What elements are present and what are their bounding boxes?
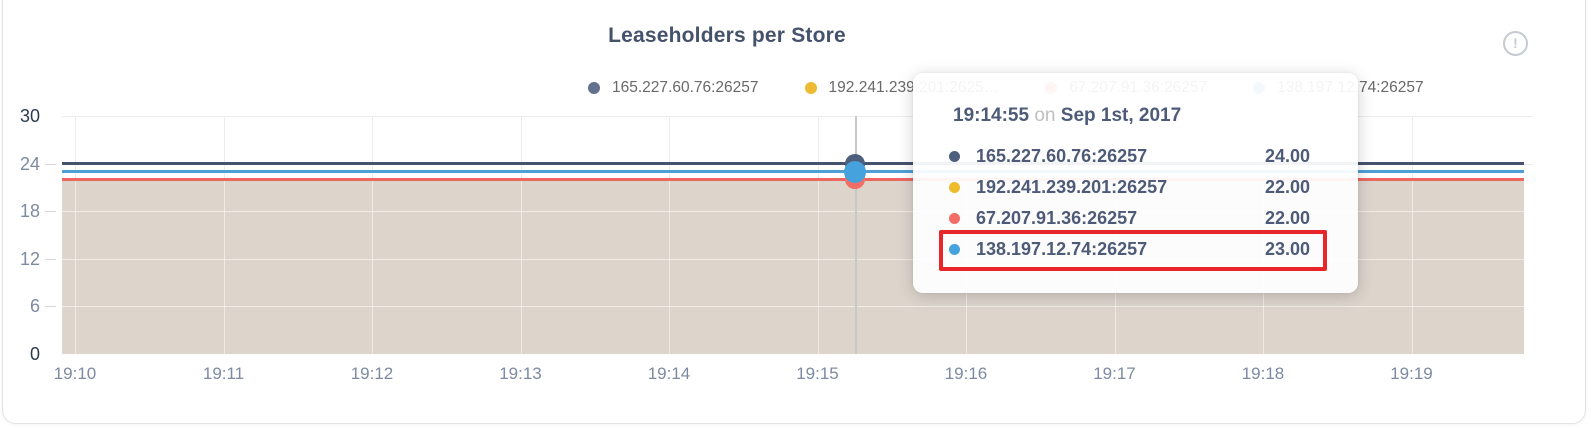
tooltip-series-value: 24.00	[1264, 146, 1310, 166]
x-axis-tick-label: 19:19	[1390, 364, 1433, 383]
legend-label: 165.227.60.76:26257	[612, 79, 759, 96]
tooltip-time: 19:14:55	[953, 105, 1030, 126]
legend-item-1[interactable]: 165.227.60.76:26257	[588, 79, 759, 97]
y-gridline	[62, 258, 1533, 260]
series-line	[62, 177, 1524, 181]
x-axis-tick-label: 19:16	[944, 364, 988, 383]
tooltip-series-label: 165.227.60.76:26257	[976, 146, 1148, 166]
x-gridline	[223, 181, 225, 354]
x-gridline	[1411, 116, 1413, 182]
x-gridline	[223, 116, 225, 182]
y-axis-tick-label: 18	[19, 201, 40, 222]
x-gridline	[1411, 181, 1413, 354]
y-axis-tick-label: 6	[29, 296, 40, 317]
y-axis-tick-label: 30	[19, 106, 40, 126]
tooltip-series-dot-icon	[949, 182, 960, 193]
x-axis-tick-label: 19:10	[53, 364, 97, 383]
tooltip-series-value: 23.00	[1264, 239, 1310, 259]
hover-tooltip: 19:14:55 on Sep 1st, 2017 165.227.60.76:…	[913, 73, 1358, 293]
tooltip-row-1: 165.227.60.76:26257 24.00	[913, 141, 1358, 172]
hover-crosshair-line	[855, 116, 857, 354]
tooltip-series-value: 22.00	[1264, 208, 1310, 228]
hover-marker-series-4	[844, 160, 866, 183]
y-axis-tick-label: 0	[29, 344, 40, 364]
x-axis-tick-label: 19:12	[350, 364, 394, 383]
series-line	[62, 162, 1524, 166]
x-gridline	[75, 181, 76, 354]
x-axis-tick-label: 19:15	[796, 364, 839, 383]
tooltip-row-2: 192.241.239.201:26257 22.00	[913, 172, 1358, 203]
x-axis-tick-label: 19:18	[1241, 364, 1285, 383]
alert-circle-icon[interactable]: !	[1503, 31, 1528, 56]
x-gridline	[520, 181, 522, 354]
x-gridline	[817, 116, 819, 182]
tooltip-row-4: 138.197.12.74:26257 23.00	[913, 234, 1358, 265]
legend-dot-icon	[588, 82, 600, 94]
legend-dot-icon	[804, 82, 817, 94]
x-gridline	[669, 116, 670, 182]
tooltip-rows: 165.227.60.76:26257 24.00 192.241.239.201:…	[913, 141, 1358, 265]
tooltip-series-value: 22.00	[1264, 177, 1310, 197]
x-gridline	[372, 116, 373, 182]
x-axis-tick-label: 19:14	[647, 364, 691, 383]
y-axis-tick	[45, 211, 56, 213]
x-gridline	[75, 116, 76, 182]
tooltip-series-label: 192.241.239.201:26257	[976, 177, 1168, 197]
tooltip-series-dot-icon	[949, 151, 960, 162]
y-gridline	[62, 116, 1533, 117]
x-gridline	[372, 181, 373, 354]
tooltip-conjunction: on	[1034, 105, 1056, 126]
tooltip-series-dot-icon	[949, 244, 960, 255]
x-axis-tick-label: 19:17	[1093, 364, 1136, 383]
y-axis-tick-label: 12	[19, 248, 40, 269]
tooltip-series-label: 67.207.91.36:26257	[976, 208, 1138, 228]
y-gridline	[62, 211, 1533, 213]
tooltip-timestamp: 19:14:55 on Sep 1st, 2017	[953, 105, 1181, 127]
y-axis-tick	[45, 306, 56, 308]
y-axis-tick-label: 24	[19, 153, 40, 174]
tooltip-series-label: 138.197.12.74:26257	[976, 239, 1148, 259]
x-axis-tick-label: 19:11	[202, 364, 245, 383]
series-line	[62, 170, 1524, 174]
tooltip-date: Sep 1st, 2017	[1060, 105, 1182, 126]
x-gridline	[669, 181, 670, 354]
x-axis-tick-label: 19:13	[499, 364, 542, 383]
chart-title: Leaseholders per Store	[608, 24, 846, 47]
x-gridline	[817, 181, 819, 354]
y-axis-tick	[45, 163, 56, 165]
tooltip-row-3: 67.207.91.36:26257 22.00	[913, 203, 1358, 234]
y-axis-tick	[45, 258, 56, 260]
x-gridline	[520, 116, 522, 182]
y-gridline	[62, 306, 1533, 308]
tooltip-series-dot-icon	[949, 213, 960, 224]
